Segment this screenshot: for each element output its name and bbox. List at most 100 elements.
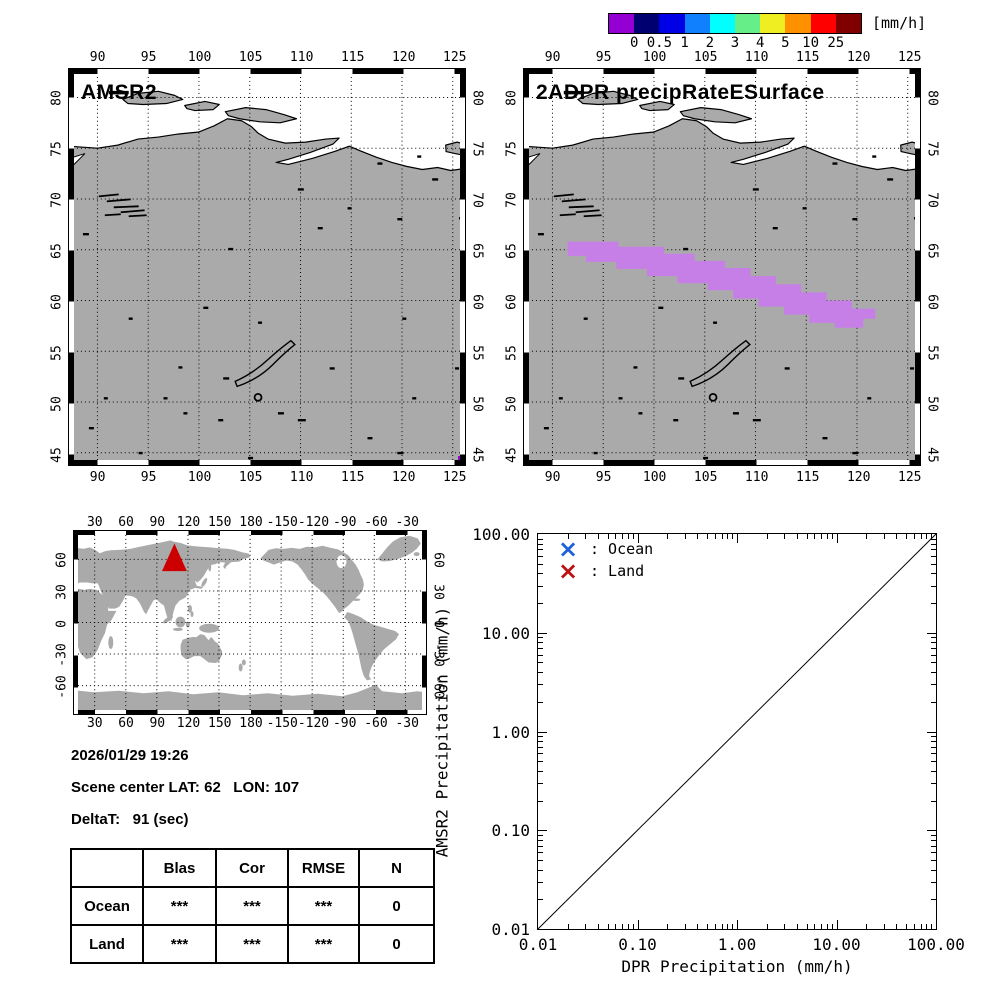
tick-mark bbox=[931, 573, 936, 575]
colorbar-tick-label: 4 bbox=[755, 35, 765, 51]
tick-mark bbox=[732, 534, 734, 539]
dpr-map-image bbox=[524, 69, 920, 465]
tick-mark bbox=[538, 736, 543, 738]
lat-tick-label: 75 bbox=[49, 140, 65, 157]
lon-tick-label: -30 bbox=[395, 515, 419, 530]
tick-mark bbox=[538, 563, 543, 565]
tick-mark bbox=[538, 899, 543, 901]
tick-mark bbox=[766, 924, 768, 929]
lon-tick-label: 120 bbox=[176, 716, 201, 731]
tick-mark bbox=[538, 859, 543, 861]
lon-tick-label: 120 bbox=[846, 470, 871, 485]
stats-cell: *** bbox=[287, 886, 360, 926]
lon-tick-label: 95 bbox=[595, 50, 612, 65]
lon-tick-label: -90 bbox=[332, 515, 357, 530]
colorbar-segment bbox=[709, 14, 736, 33]
lat-tick-label: 55 bbox=[49, 344, 65, 361]
tick-mark bbox=[927, 632, 936, 634]
tick-mark bbox=[931, 684, 936, 686]
tick-mark bbox=[667, 924, 669, 929]
lat-tick-label: 45 bbox=[504, 446, 520, 463]
tick-mark bbox=[538, 869, 543, 871]
tick-mark bbox=[567, 534, 569, 539]
lat-tick-label: 0 bbox=[430, 619, 446, 628]
tick-mark bbox=[538, 881, 543, 883]
stats-col-header: Cor bbox=[215, 848, 289, 888]
tick-mark bbox=[737, 920, 738, 929]
lon-tick-label: -60 bbox=[364, 515, 388, 530]
lat-tick-label: 60 bbox=[469, 293, 485, 310]
lon-tick-label: 105 bbox=[238, 470, 263, 485]
tick-mark bbox=[538, 654, 543, 656]
lat-tick-label: 0 bbox=[54, 619, 70, 628]
scatter-legend: ×: Ocean ×: Land bbox=[558, 537, 653, 583]
tick-mark bbox=[766, 534, 768, 539]
tick-mark bbox=[597, 534, 599, 539]
tick-mark bbox=[538, 637, 543, 639]
map-border-stripe bbox=[69, 460, 465, 465]
lat-tick-label: 65 bbox=[469, 242, 485, 259]
tick-mark bbox=[906, 924, 908, 929]
tick-mark bbox=[538, 543, 543, 545]
lon-tick-label: 100 bbox=[642, 50, 667, 65]
lon-tick-label: 30 bbox=[86, 716, 103, 731]
stats-cell: *** bbox=[142, 924, 217, 964]
lon-tick-label: -150 bbox=[266, 716, 298, 731]
tick-mark bbox=[538, 839, 543, 841]
tick-mark bbox=[931, 603, 936, 605]
tick-mark bbox=[866, 534, 868, 539]
tick-mark bbox=[896, 924, 898, 929]
tick-mark bbox=[538, 761, 543, 763]
x-tick-label: 100.00 bbox=[907, 935, 965, 954]
x-tick-label: 0.01 bbox=[518, 935, 558, 954]
tick-mark bbox=[931, 800, 936, 802]
x-tick-label: 10.00 bbox=[812, 935, 861, 954]
map-border-stripe bbox=[524, 69, 920, 74]
tick-mark bbox=[637, 534, 639, 543]
tick-mark bbox=[538, 753, 543, 755]
tick-mark bbox=[931, 852, 936, 854]
lon-tick-label: 115 bbox=[340, 50, 365, 65]
lat-tick-label: 70 bbox=[469, 191, 485, 208]
lon-tick-label: -90 bbox=[332, 716, 357, 731]
y-tick-label: 0.01 bbox=[491, 920, 530, 939]
lon-tick-label: 95 bbox=[595, 470, 612, 485]
map-title-amsr2: AMSR2 bbox=[81, 81, 158, 104]
tick-mark bbox=[913, 924, 915, 929]
lat-tick-label: -60 bbox=[430, 675, 446, 700]
lon-tick-label: 105 bbox=[693, 50, 718, 65]
legend-entry: ×: Land bbox=[558, 559, 653, 583]
colorbar-tick-label: 25 bbox=[827, 35, 845, 51]
lat-tick-label: 45 bbox=[469, 446, 485, 463]
colorbar-segment bbox=[760, 14, 786, 33]
tick-mark bbox=[931, 543, 936, 545]
lon-tick-label: 110 bbox=[289, 50, 314, 65]
lat-tick-label: 30 bbox=[430, 583, 446, 600]
tick-mark bbox=[931, 662, 936, 664]
stats-row: Land *** *** *** 0 bbox=[70, 924, 435, 964]
tick-mark bbox=[632, 924, 634, 929]
tick-mark bbox=[920, 534, 922, 539]
scene-deltat-text: DeltaT: 91 (sec) bbox=[71, 811, 189, 828]
colorbar-tick-label: 5 bbox=[781, 35, 790, 51]
tick-mark bbox=[721, 924, 723, 929]
lon-tick-label: -30 bbox=[395, 716, 419, 731]
tick-mark bbox=[831, 924, 833, 929]
map-border-stripe bbox=[74, 531, 426, 535]
stats-cell: 0 bbox=[358, 924, 435, 964]
lon-tick-label: 125 bbox=[897, 50, 922, 65]
tick-mark bbox=[931, 834, 936, 836]
tick-mark bbox=[714, 924, 716, 929]
lon-tick-label: 105 bbox=[238, 50, 263, 65]
lat-tick-label: 75 bbox=[504, 140, 520, 157]
stats-row-label: Land bbox=[70, 924, 144, 964]
x-tick-label: 1.00 bbox=[717, 935, 757, 954]
lon-tick-label: 115 bbox=[340, 470, 365, 485]
tick-mark bbox=[927, 830, 936, 832]
identity-line bbox=[538, 534, 936, 929]
tick-mark bbox=[906, 534, 908, 539]
lat-tick-label: 65 bbox=[49, 242, 65, 259]
tick-mark bbox=[607, 924, 609, 929]
lon-tick-label: 90 bbox=[89, 470, 106, 485]
tick-mark bbox=[796, 924, 798, 929]
